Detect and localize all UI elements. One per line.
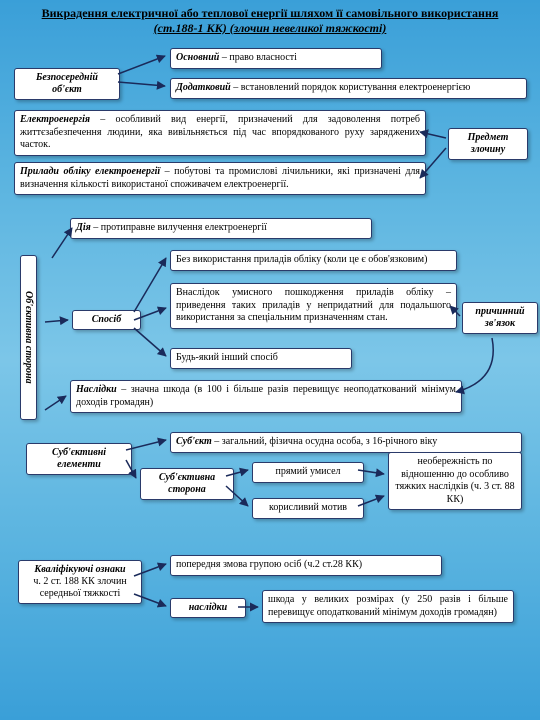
box-kv1: попередня змова групою осіб (ч.2 ст.28 К… — [170, 555, 442, 576]
box-diya: Дія – протиправне вилучення електроенерг… — [70, 218, 372, 239]
box-dodatkovyi: Додатковий – встановлений порядок корист… — [170, 78, 527, 99]
label-object: Безпосередній об'єкт — [14, 68, 120, 100]
box-subj: Суб'єкт – загальний, фізична осудна особ… — [170, 432, 522, 453]
box-motyv: корисливий мотив — [252, 498, 364, 519]
box-neober: необережність по відношенню до особливо … — [388, 452, 522, 510]
txt: право власності — [229, 52, 297, 63]
box-osnovnyi: Основний – право власності — [170, 48, 382, 69]
box-sp1: Без використання приладів обліку (коли ц… — [170, 250, 457, 271]
box-naslidky: Наслідки – значна шкода (в 100 і більше … — [70, 380, 462, 413]
label-sposib: Спосіб — [72, 310, 141, 330]
page-title: Викрадення електричної або теплової енер… — [20, 6, 520, 36]
label-kv-nasl: наслідки — [170, 598, 246, 618]
box-prylady: Прилади обліку електроенергії – побутові… — [14, 162, 426, 195]
label-predmet: Предмет злочину — [448, 128, 528, 160]
box-kv2: шкода у великих розмірах (у 250 разів і … — [262, 590, 514, 623]
label-kval: Кваліфікуючі ознаки ч. 2 ст. 188 КК злоч… — [18, 560, 142, 604]
box-elektro: Електроенергія – особливий вид енергії, … — [14, 110, 426, 156]
label-substor: Суб'єктивна сторона — [140, 468, 234, 500]
box-sp2: Внаслідок умисного пошкодження приладів … — [170, 283, 457, 329]
label-sube: Суб'єктивні елементи — [26, 443, 132, 475]
label-obj-side: Об'єктивна сторона — [20, 255, 37, 420]
label-prych: причинний зв'язок — [462, 302, 538, 334]
box-umysel: прямий умисел — [252, 462, 364, 483]
box-sp3: Будь-який інший спосіб — [170, 348, 352, 369]
